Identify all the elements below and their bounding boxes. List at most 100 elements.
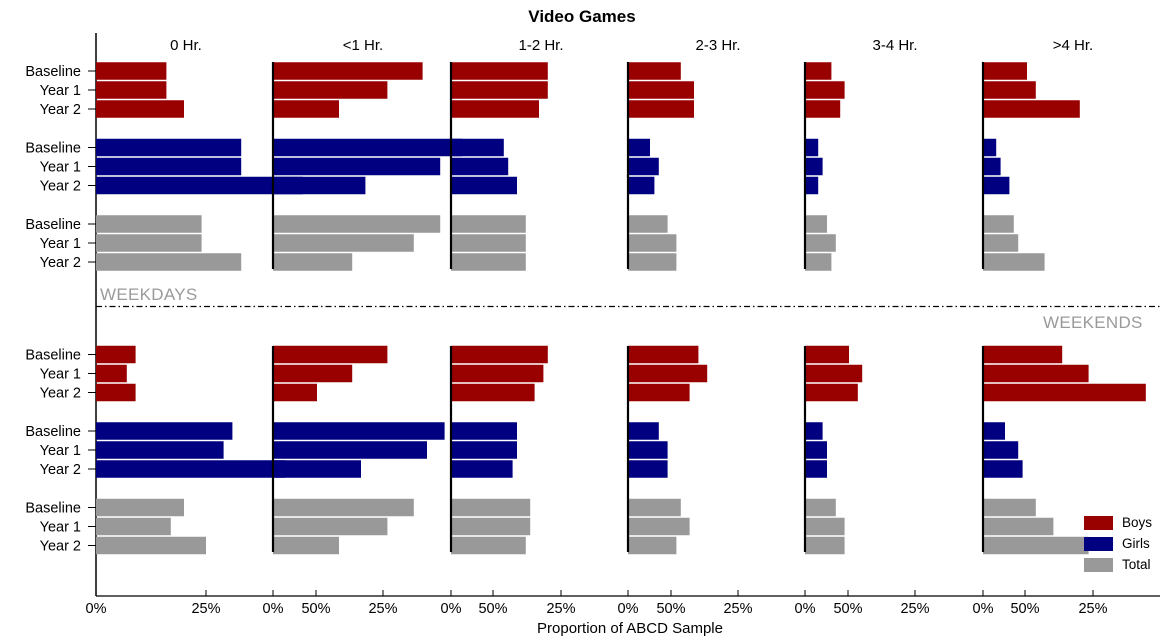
x-tick-label-2-3-hr-2: 50% (833, 601, 862, 617)
bar-weekends-boys-2-3-hr-baseline (628, 345, 699, 364)
bar-weekends-girls-2-3-hr-baseline (628, 422, 659, 440)
bar-weekdays-total-2-3-hr-year-1 (628, 234, 677, 252)
bar-weekdays-girls-1-2-hr-year-1 (451, 157, 509, 176)
bar-weekdays-total-4-hr-baseline (983, 215, 1014, 233)
x-tick-label-4-hr-1: 25% (1078, 601, 1107, 617)
bar-weekdays-girls-1-hr-baseline (273, 138, 463, 157)
panel-title-4-hr: >4 Hr. (1053, 37, 1093, 54)
bar-weekdays-boys-2-3-hr-year-1 (628, 81, 694, 99)
bar-weekdays-boys-1-2-hr-baseline (451, 62, 548, 80)
bar-weekends-boys-2-3-hr-year-2 (628, 383, 690, 402)
x-tick-label-1-hr-2: 50% (478, 601, 507, 617)
legend-swatch-girls (1084, 536, 1113, 551)
bar-weekdays-total-1-hr-baseline (273, 215, 441, 233)
row-label-weekends-total-baseline: Baseline (25, 501, 81, 517)
bar-weekends-total-3-4-hr-year-2 (805, 536, 845, 555)
x-tick-label-2-3-hr-0: 0% (618, 601, 639, 617)
row-label-weekends-boys-year-2: Year 2 (40, 386, 81, 402)
bar-weekdays-boys-1-hr-year-2 (273, 100, 339, 118)
row-label-weekdays-girls-year-1: Year 1 (40, 160, 81, 176)
bar-weekends-girls-1-2-hr-baseline (451, 422, 517, 440)
legend-item-girls: Girls (1084, 533, 1152, 554)
panel-title-0-hr: 0 Hr. (170, 37, 202, 54)
bar-weekends-total-0-hr-year-2 (96, 536, 206, 555)
bar-weekdays-total-3-4-hr-baseline (805, 215, 827, 233)
bar-weekdays-boys-1-hr-year-1 (273, 81, 388, 99)
bar-weekdays-boys-4-hr-baseline (983, 62, 1027, 80)
bar-weekdays-girls-2-3-hr-baseline (628, 138, 650, 157)
legend-item-total: Total (1084, 554, 1152, 575)
x-tick-label-1-hr-1: 25% (368, 601, 397, 617)
bar-weekdays-girls-3-4-hr-year-2 (805, 176, 819, 195)
x-tick-label-3-4-hr-1: 25% (900, 601, 929, 617)
legend-swatch-boys (1084, 515, 1113, 530)
panel-title-2-3-hr: 2-3 Hr. (695, 37, 740, 54)
x-tick-label-1-2-hr-2: 50% (656, 601, 685, 617)
bar-weekends-boys-1-hr-year-1 (273, 364, 353, 383)
legend-swatch-total (1084, 557, 1113, 572)
x-tick-label-4-hr-0: 0% (973, 601, 994, 617)
row-label-weekends-total-year-1: Year 1 (40, 520, 81, 536)
legend-label-girls: Girls (1122, 536, 1150, 551)
bar-weekdays-boys-3-4-hr-year-1 (805, 81, 845, 99)
bar-weekends-total-2-3-hr-year-2 (628, 536, 677, 555)
bar-weekends-girls-1-2-hr-year-1 (451, 441, 517, 459)
bar-weekdays-boys-4-hr-year-2 (983, 100, 1080, 118)
x-tick-label-1-2-hr-0: 0% (441, 601, 462, 617)
x-tick-label-0-hr-1: 25% (191, 601, 220, 617)
panel-title-1-hr: <1 Hr. (343, 37, 383, 54)
bar-weekends-total-1-hr-year-2 (273, 536, 339, 555)
bar-weekends-boys-0-hr-baseline (96, 345, 136, 364)
row-label-weekdays-total-year-2: Year 2 (40, 255, 81, 271)
bar-weekdays-total-1-2-hr-year-2 (451, 253, 526, 271)
bar-weekends-girls-4-hr-baseline (983, 422, 1005, 440)
bar-weekends-boys-3-4-hr-year-2 (805, 383, 858, 402)
row-label-weekdays-girls-baseline: Baseline (25, 141, 81, 157)
bar-weekends-girls-0-hr-baseline (96, 422, 233, 440)
bar-weekdays-girls-1-2-hr-year-2 (451, 176, 517, 195)
bar-weekdays-boys-0-hr-year-1 (96, 81, 167, 99)
bar-weekdays-girls-4-hr-year-1 (983, 157, 1001, 176)
bar-weekends-girls-3-4-hr-baseline (805, 422, 823, 440)
row-label-weekdays-boys-year-1: Year 1 (40, 83, 81, 99)
bar-weekends-girls-1-hr-year-1 (273, 441, 427, 459)
bar-weekdays-boys-4-hr-year-1 (983, 81, 1036, 99)
section-label-weekdays: WEEKDAYS (100, 285, 198, 304)
bar-weekdays-total-0-hr-year-1 (96, 234, 202, 252)
bar-weekends-girls-4-hr-year-2 (983, 460, 1023, 478)
bar-weekends-total-1-2-hr-baseline (451, 498, 531, 517)
bar-weekdays-boys-1-hr-baseline (273, 62, 423, 80)
bar-weekdays-boys-2-3-hr-baseline (628, 62, 681, 80)
bar-weekends-boys-4-hr-year-2 (983, 383, 1146, 402)
bar-weekdays-boys-1-2-hr-year-1 (451, 81, 548, 99)
bar-weekends-girls-0-hr-year-2 (96, 460, 286, 478)
bar-weekends-girls-2-3-hr-year-2 (628, 460, 668, 478)
bar-weekends-boys-0-hr-year-1 (96, 364, 127, 383)
legend-label-total: Total (1122, 557, 1151, 572)
bar-weekdays-total-1-hr-year-2 (273, 253, 353, 271)
bar-weekends-girls-2-3-hr-year-1 (628, 441, 668, 459)
bar-weekdays-girls-0-hr-year-1 (96, 157, 242, 176)
row-label-weekdays-total-baseline: Baseline (25, 217, 81, 233)
bar-weekends-boys-1-hr-year-2 (273, 383, 317, 402)
chart-title: Video Games (528, 7, 636, 26)
bar-weekdays-total-4-hr-year-2 (983, 253, 1045, 271)
bar-weekends-boys-1-2-hr-baseline (451, 345, 548, 364)
bar-weekends-boys-1-hr-baseline (273, 345, 388, 364)
bar-weekdays-girls-4-hr-baseline (983, 138, 997, 157)
bar-weekdays-girls-0-hr-baseline (96, 138, 242, 157)
bar-weekdays-total-1-hr-year-1 (273, 234, 414, 252)
bar-weekends-total-3-4-hr-baseline (805, 498, 836, 517)
bar-weekdays-total-3-4-hr-year-2 (805, 253, 832, 271)
legend-label-boys: Boys (1122, 515, 1153, 530)
row-label-weekends-girls-baseline: Baseline (25, 424, 81, 440)
bar-weekdays-boys-0-hr-year-2 (96, 100, 184, 118)
panel-title-3-4-hr: 3-4 Hr. (872, 37, 917, 54)
bar-weekdays-total-4-hr-year-1 (983, 234, 1019, 252)
bar-weekdays-total-2-3-hr-baseline (628, 215, 668, 233)
bar-weekends-total-1-2-hr-year-2 (451, 536, 526, 555)
row-label-weekends-total-year-2: Year 2 (40, 539, 81, 555)
bar-weekends-total-4-hr-year-1 (983, 517, 1054, 536)
chart-legend: Boys Girls Total (1084, 512, 1152, 575)
x-tick-label-3-4-hr-2: 50% (1010, 601, 1039, 617)
